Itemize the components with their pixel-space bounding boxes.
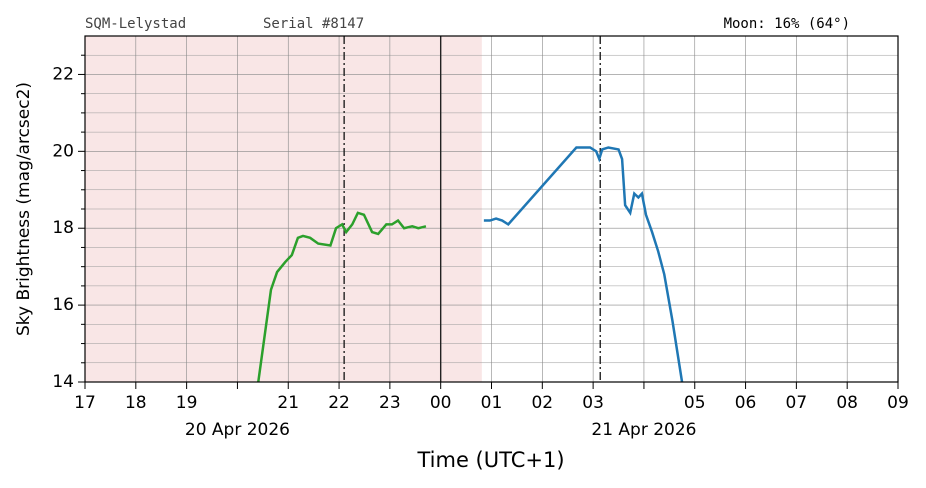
- x-tick-label: 23: [379, 393, 401, 413]
- y-tick-label: 22: [52, 64, 74, 84]
- x-tick-label: 21 Apr 2026: [591, 420, 696, 440]
- y-tick-label: 16: [52, 295, 74, 315]
- x-tick-label: 08: [836, 393, 858, 413]
- x-tick-label: 06: [735, 393, 757, 413]
- x-tick-label: 07: [786, 393, 808, 413]
- header-left: SQM-Lelystad: [85, 16, 186, 32]
- x-tick-label: 18: [125, 393, 147, 413]
- x-tick-label: 19: [176, 393, 198, 413]
- x-tick-label: 09: [887, 393, 909, 413]
- series-line: [257, 211, 427, 382]
- y-tick-label: 20: [52, 141, 74, 161]
- header-right: Moon: 16% (64°): [724, 16, 850, 32]
- y-tick-label: 18: [52, 218, 74, 238]
- y-axis-label: Sky Brightness (mag/arcsec2): [14, 82, 34, 336]
- x-tick-label: 03: [582, 393, 604, 413]
- series-line: [483, 146, 684, 382]
- x-tick-label: 05: [684, 393, 706, 413]
- plot-frame: [84, 35, 899, 383]
- x-tick-label: 00: [430, 393, 452, 413]
- x-tick-label: 02: [531, 393, 553, 413]
- x-tick-label: 22: [328, 393, 350, 413]
- header-mid: Serial #8147: [263, 16, 364, 32]
- x-tick-label: 17: [74, 393, 96, 413]
- x-tick-label: 20 Apr 2026: [185, 420, 290, 440]
- x-axis-label: Time (UTC+1): [416, 448, 564, 472]
- x-tick-label: 21: [277, 393, 299, 413]
- x-tick-label: 01: [481, 393, 503, 413]
- y-tick-label: 14: [52, 372, 74, 392]
